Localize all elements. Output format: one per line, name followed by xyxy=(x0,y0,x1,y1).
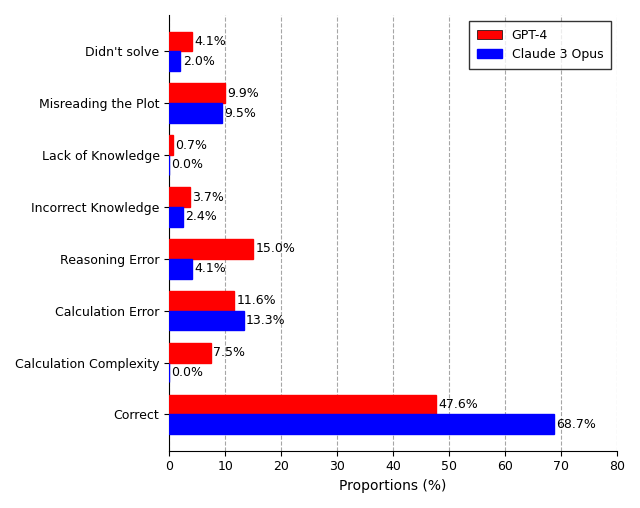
Text: 2.0%: 2.0% xyxy=(182,55,214,68)
Bar xyxy=(169,51,180,71)
Text: 11.6%: 11.6% xyxy=(236,294,276,307)
Text: 0.0%: 0.0% xyxy=(172,366,204,379)
Bar xyxy=(169,187,190,207)
Text: 7.5%: 7.5% xyxy=(214,346,246,359)
Bar xyxy=(169,343,211,363)
Bar xyxy=(169,31,192,51)
Text: 4.1%: 4.1% xyxy=(195,262,226,275)
Bar xyxy=(169,291,234,311)
Text: 9.9%: 9.9% xyxy=(227,87,259,100)
Bar xyxy=(169,135,173,155)
Text: 2.4%: 2.4% xyxy=(185,210,217,224)
Text: 9.5%: 9.5% xyxy=(225,107,257,119)
Text: 13.3%: 13.3% xyxy=(246,314,285,327)
Text: 3.7%: 3.7% xyxy=(192,190,224,204)
Legend: GPT-4, Claude 3 Opus: GPT-4, Claude 3 Opus xyxy=(469,21,611,69)
Text: 47.6%: 47.6% xyxy=(438,398,477,411)
X-axis label: Proportions (%): Proportions (%) xyxy=(339,479,447,493)
Text: 0.7%: 0.7% xyxy=(175,139,207,152)
Bar xyxy=(169,239,253,259)
Text: 15.0%: 15.0% xyxy=(255,242,295,256)
Bar xyxy=(169,259,192,278)
Bar xyxy=(169,103,222,123)
Bar xyxy=(169,395,436,415)
Bar xyxy=(169,415,554,434)
Bar xyxy=(169,83,225,103)
Bar xyxy=(169,207,182,227)
Bar xyxy=(169,311,244,330)
Text: 0.0%: 0.0% xyxy=(172,158,204,171)
Text: 4.1%: 4.1% xyxy=(195,35,226,48)
Text: 68.7%: 68.7% xyxy=(556,418,596,431)
